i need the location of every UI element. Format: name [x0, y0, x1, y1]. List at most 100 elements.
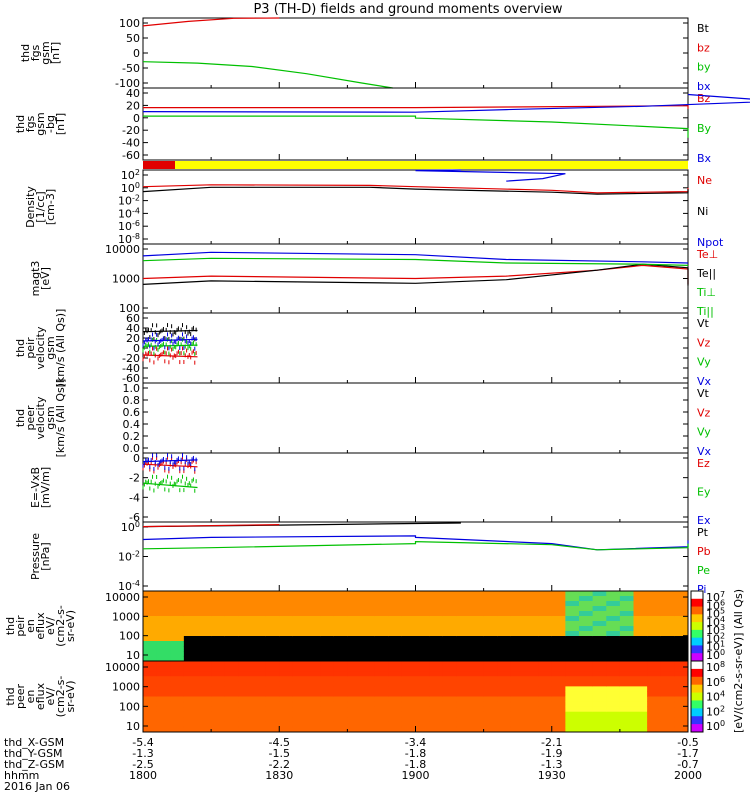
heatmap-cell — [388, 601, 403, 607]
heatmap-cell — [470, 656, 485, 662]
footer-value: 1830 — [265, 769, 293, 782]
heatmap-cell — [483, 681, 498, 687]
heatmap-cell — [401, 606, 416, 612]
heatmap-cell — [592, 686, 607, 692]
series-Pe — [142, 540, 689, 551]
y-label-line: Pressure — [29, 533, 42, 580]
heatmap-cell — [592, 611, 607, 617]
heatmap-cell — [361, 631, 376, 637]
heatmap-cell — [633, 601, 648, 607]
legend-Pb: Pb — [697, 545, 711, 558]
heatmap-cell — [565, 631, 580, 637]
heatmap-cell — [306, 656, 321, 662]
heatmap-cell — [333, 711, 348, 718]
heatmap-cell — [333, 646, 348, 652]
y-tick-label: 0.6 — [123, 406, 141, 419]
heatmap-cell — [306, 596, 321, 602]
heatmap-cell — [592, 631, 607, 637]
y-label-line: fgs — [24, 115, 37, 132]
heatmap-cell — [565, 626, 580, 632]
heatmap-cell — [224, 591, 239, 597]
heatmap-cell — [183, 711, 198, 718]
y-tick-label: -60 — [122, 372, 140, 385]
y-tick-label: 0.2 — [123, 430, 141, 443]
heatmap-cell — [660, 591, 675, 597]
heatmap-cell — [592, 626, 607, 632]
y-label-line: peir — [14, 615, 27, 637]
heatmap-cell — [306, 681, 321, 687]
heatmap-cell — [592, 636, 607, 642]
heatmap-cell — [429, 721, 444, 728]
heatmap-cell — [647, 596, 662, 602]
y-label-line: E=-VxB — [29, 467, 42, 508]
y-label-line: [eV] — [39, 267, 52, 290]
heatmap-cell — [551, 711, 566, 718]
heatmap-cell — [388, 681, 403, 687]
heatmap-cell — [265, 601, 280, 607]
heatmap-cell — [429, 681, 444, 687]
heatmap-cell — [156, 641, 171, 647]
heatmap-cell — [470, 671, 485, 677]
heatmap-cell — [510, 701, 525, 708]
heatmap-cell — [633, 671, 648, 677]
heatmap-cell — [592, 716, 607, 723]
heatmap-cell — [551, 676, 566, 682]
heatmap-cell — [470, 631, 485, 637]
heatmap-cell — [388, 676, 403, 682]
heatmap-cell — [306, 716, 321, 723]
heatmap-cell — [156, 631, 171, 637]
panel-temp: 10000 1000 100 magt3[eV] Te⊥ Te|| Ti⊥ Ti|| — [29, 243, 718, 318]
heatmap-cell — [265, 621, 280, 627]
heatmap-cell — [633, 646, 648, 652]
heatmap-cell — [647, 676, 662, 682]
heatmap-cell — [211, 711, 226, 718]
heatmap-cell — [211, 596, 226, 602]
heatmap-cell — [170, 661, 185, 667]
heatmap-cell — [211, 716, 226, 723]
heatmap-cell — [211, 706, 226, 713]
heatmap-cell — [279, 676, 294, 682]
heatmap-cell — [415, 631, 430, 637]
heatmap-cell — [156, 681, 171, 687]
heatmap-cell — [510, 711, 525, 718]
heatmap-cell — [388, 721, 403, 728]
colorbar-segment — [691, 629, 703, 639]
heatmap-cell — [415, 611, 430, 617]
heatmap-cell — [510, 696, 525, 703]
heatmap-cell — [633, 631, 648, 637]
heatmap-cell — [538, 631, 553, 637]
heatmap-cell — [415, 696, 430, 703]
heatmap-cell — [333, 621, 348, 627]
heatmap-cell — [388, 711, 403, 718]
y-tick-label: -40 — [122, 362, 140, 375]
heatmap-cell — [156, 591, 171, 597]
heatmap-cell — [592, 606, 607, 612]
heatmap-cell — [143, 611, 158, 617]
heatmap-cell — [320, 701, 335, 708]
heatmap-cell — [306, 691, 321, 697]
heatmap-cell — [156, 721, 171, 728]
panel-peer_vel: 1.00.80.60.40.20.0 thdpeervelocitygsm[km/… — [14, 379, 712, 458]
heatmap-cell — [333, 661, 348, 667]
heatmap-cell — [388, 726, 403, 733]
heatmap-cell — [361, 666, 376, 672]
heatmap-cell — [252, 671, 267, 677]
heatmap-cell — [619, 656, 634, 662]
heatmap-cell — [388, 691, 403, 697]
heatmap-cell — [156, 686, 171, 692]
heatmap-cell — [333, 626, 348, 632]
heatmap-cell — [401, 646, 416, 652]
heatmap-cell — [279, 606, 294, 612]
heatmap-cell — [252, 666, 267, 672]
heatmap-cell — [579, 626, 594, 632]
heatmap-cell — [647, 681, 662, 687]
heatmap-cell — [279, 646, 294, 652]
heatmap-cell — [401, 621, 416, 627]
heatmap-cell — [674, 666, 689, 672]
heatmap-cell — [333, 676, 348, 682]
heatmap-cell — [333, 636, 348, 642]
heatmap-cell — [333, 706, 348, 713]
heatmap-cell — [156, 651, 171, 657]
status-bar-yellow — [143, 161, 688, 169]
heatmap-cell — [592, 641, 607, 647]
